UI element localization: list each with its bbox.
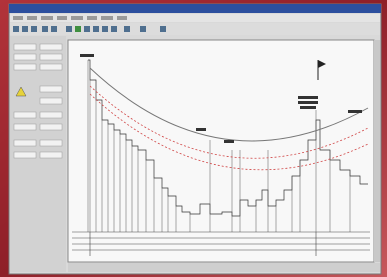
toolbar [10, 23, 380, 35]
toolbar-buttons[interactable] [13, 26, 166, 32]
screenshot [0, 0, 387, 277]
page [0, 0, 387, 277]
title-bar [9, 4, 381, 13]
status-bar [68, 263, 380, 272]
scrollbar[interactable] [374, 40, 380, 262]
